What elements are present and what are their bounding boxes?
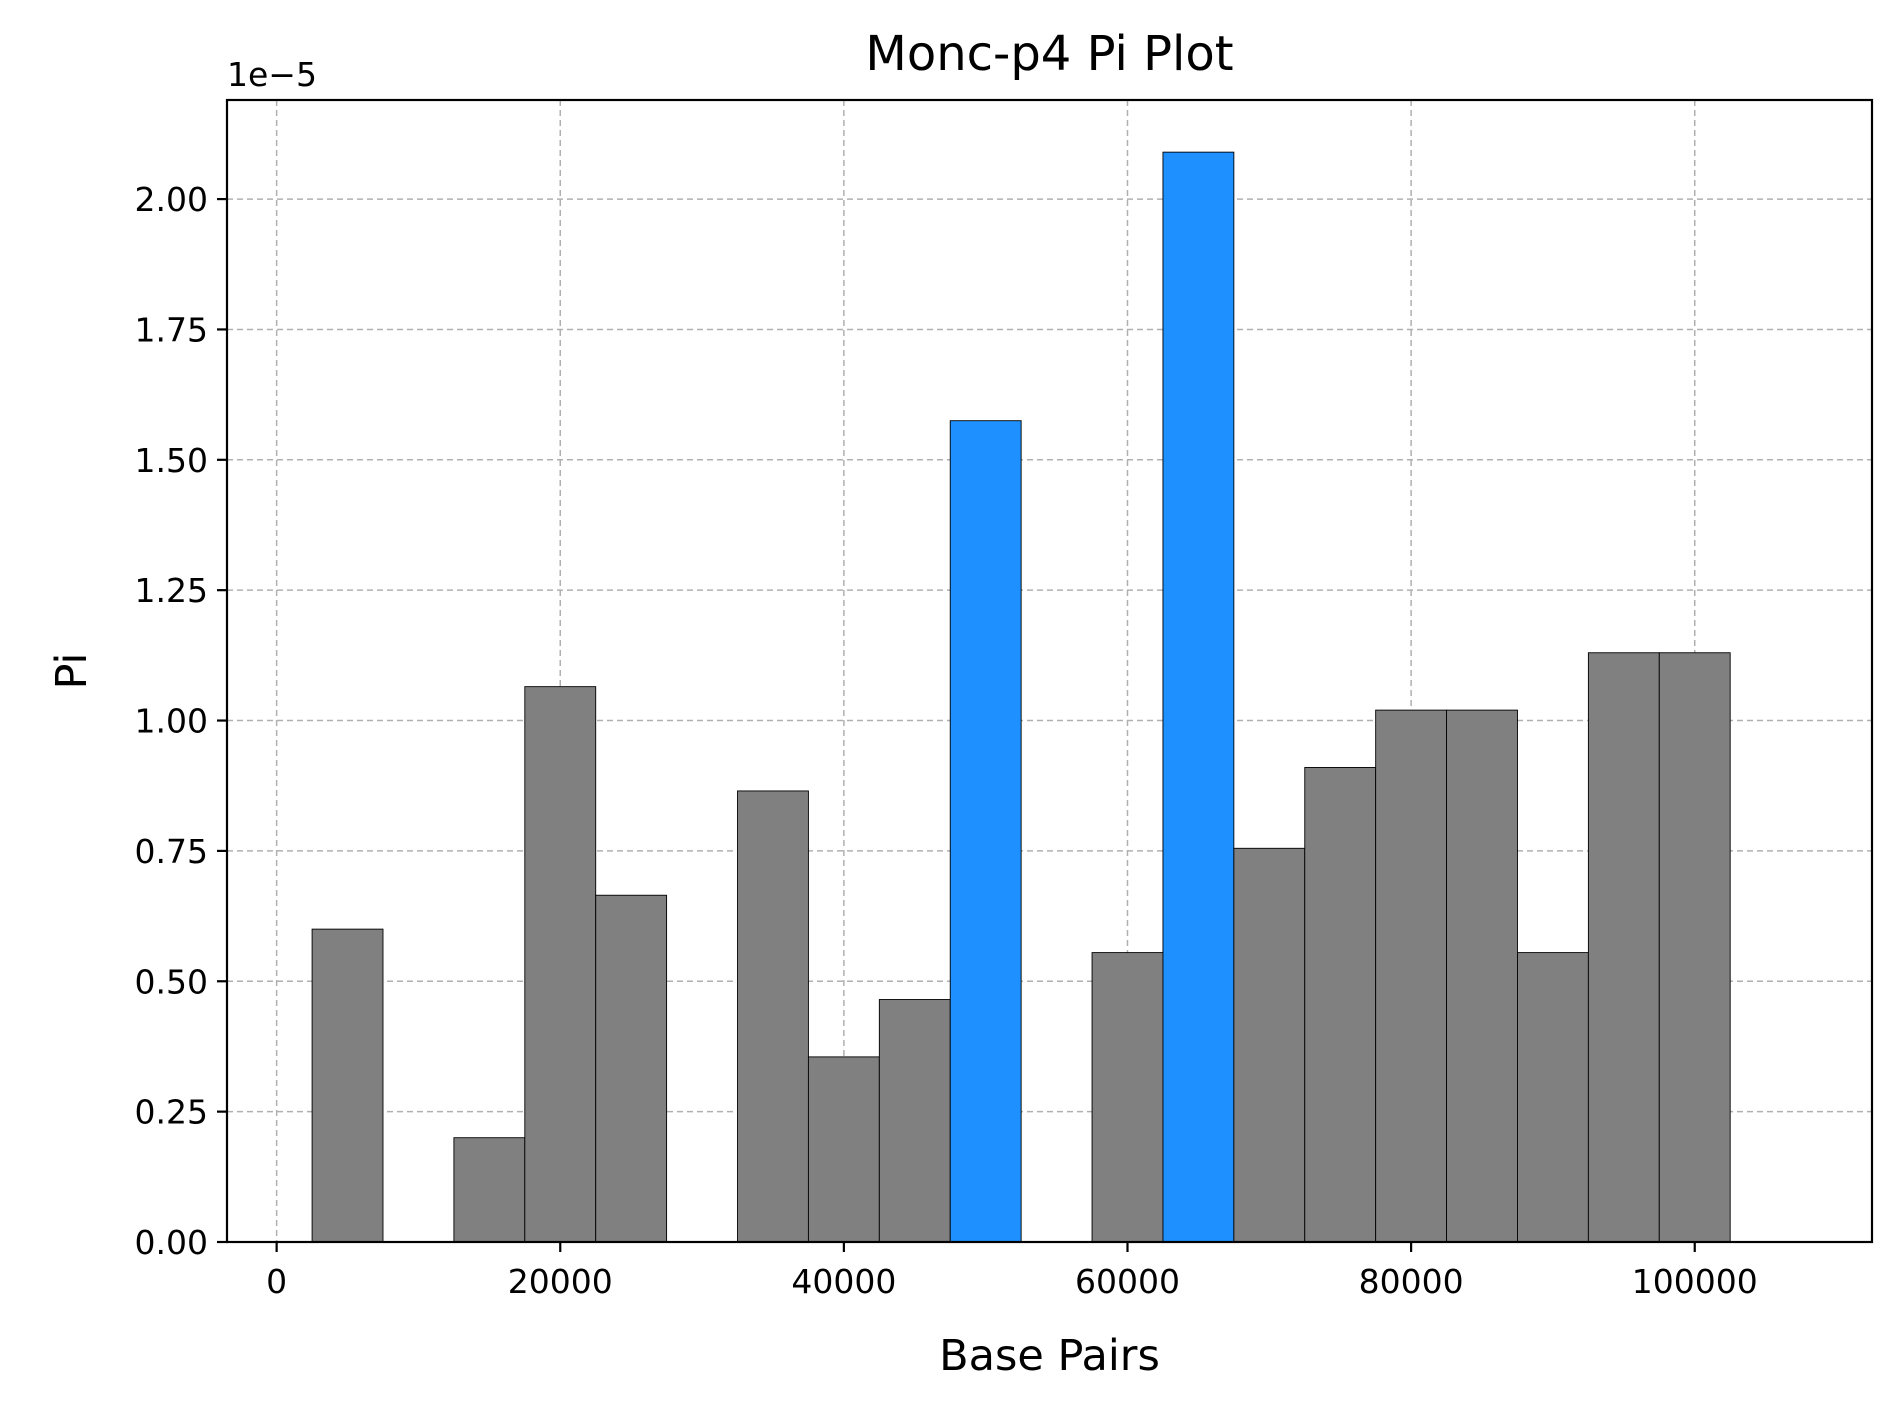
bar [1658,652,1731,1243]
bar [1587,652,1660,1243]
y-tick-label: 0.75 [135,832,208,871]
bar [1233,847,1306,1243]
y-tick-label: 0.50 [135,962,208,1001]
y-axis-offset-label: 1e−5 [227,55,317,94]
x-tick-label: 100000 [1632,1262,1758,1301]
bar [737,790,809,1243]
bar [524,686,597,1243]
y-tick-label: 0.25 [135,1093,208,1132]
ticks: 0 20000 40000 60000 80000 100000 0.00 0.25 0.50 0… [135,180,1758,1301]
y-tick-label: 0.00 [135,1223,208,1262]
x-tick-label: 40000 [791,1262,896,1301]
x-tick-label: 20000 [508,1262,613,1301]
axes-frame [225,98,1874,1244]
bars [311,151,1731,1243]
x-axis-label: Base Pairs [939,1331,1160,1381]
y-axis-label: Pi [47,653,97,690]
bar-highlighted [1162,151,1235,1243]
bar [878,999,951,1243]
y-tick-label: 2.00 [135,180,208,219]
y-tick-label: 1.50 [135,441,208,480]
y-tick-label: 1.00 [135,702,208,741]
x-tick-label: 0 [266,1262,287,1301]
bar [1375,709,1448,1243]
chart-title: Monc-p4 Pi Plot [865,26,1233,82]
bar [807,1056,880,1243]
bar [1304,767,1377,1243]
x-tick-label: 60000 [1075,1262,1180,1301]
bar [453,1137,526,1243]
bar [1091,952,1164,1243]
bar [595,894,668,1243]
bar [311,928,384,1243]
bar [1517,952,1589,1243]
x-tick-label: 80000 [1359,1262,1464,1301]
bar-highlighted [949,420,1022,1243]
y-tick-label: 1.25 [135,571,208,610]
bar [1446,709,1518,1243]
y-tick-label: 1.75 [135,310,208,349]
